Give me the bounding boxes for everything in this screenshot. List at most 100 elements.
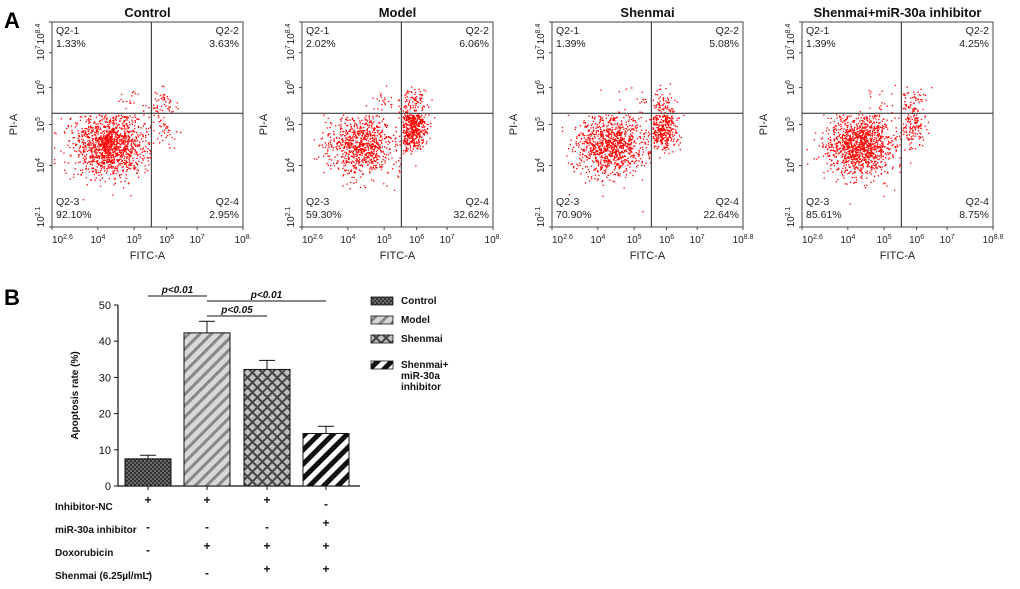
scatter-point: [598, 145, 600, 147]
scatter-point: [413, 141, 416, 143]
scatter-point: [410, 126, 412, 128]
scatter-point: [680, 137, 682, 139]
scatter-point: [606, 149, 609, 151]
scatter-point: [138, 160, 140, 163]
scatter-point: [380, 139, 382, 142]
scatter-point: [601, 135, 603, 137]
scatter-point: [119, 134, 121, 136]
scatter-point: [669, 111, 671, 113]
scatter-point: [664, 107, 666, 109]
scatter-point: [354, 145, 356, 147]
scatter-point: [375, 164, 377, 166]
scatter-point: [846, 160, 848, 163]
scatter-point: [612, 118, 614, 120]
scatter-point: [586, 145, 588, 147]
scatter-point: [113, 128, 115, 130]
scatter-point: [72, 143, 74, 145]
scatter-point: [127, 166, 129, 168]
scatter-point: [844, 170, 846, 172]
scatter-point: [403, 150, 405, 152]
scatter-point: [659, 104, 661, 107]
scatter-point: [826, 152, 828, 155]
scatter-point: [370, 134, 372, 137]
scatter-point: [875, 151, 878, 153]
y-tick-label: 108.4: [285, 23, 297, 44]
scatter-point: [342, 156, 344, 158]
scatter-point: [587, 169, 590, 171]
scatter-point: [419, 93, 421, 96]
y-tick-label: 102.1: [535, 206, 547, 227]
scatter-point: [391, 103, 393, 106]
scatter-point: [631, 132, 634, 134]
scatter-point: [855, 158, 858, 160]
scatter-point: [624, 108, 626, 111]
scatter-point: [110, 120, 112, 123]
scatter-point: [609, 159, 611, 161]
scatter-point: [347, 169, 349, 172]
scatter-point: [367, 146, 369, 148]
scatter-point: [850, 161, 852, 163]
scatter-point: [334, 156, 336, 158]
scatter-point: [114, 182, 116, 184]
scatter-point: [671, 116, 673, 118]
scatter-point: [860, 139, 863, 142]
scatter-point: [90, 118, 92, 120]
scatter-point: [586, 135, 588, 137]
scatter-point: [103, 138, 105, 140]
scatter-point: [606, 131, 608, 133]
scatter-point: [589, 157, 591, 159]
scatter-point: [355, 142, 357, 144]
scatter-point: [134, 151, 136, 153]
scatter-point: [82, 143, 85, 146]
scatter-point: [592, 144, 594, 146]
scatter-point: [824, 153, 826, 155]
scatter-point: [81, 169, 84, 171]
scatter-point: [409, 133, 411, 135]
scatter-point: [127, 132, 130, 134]
scatter-point: [67, 162, 70, 164]
scatter-point: [352, 130, 355, 132]
scatter-point: [409, 105, 412, 107]
scatter-point: [669, 137, 671, 139]
scatter-point: [89, 121, 91, 123]
scatter-point: [422, 139, 424, 141]
scatter-point: [381, 104, 383, 106]
scatter-point: [102, 161, 104, 163]
scatter-point: [406, 143, 408, 146]
scatter-point: [413, 139, 415, 141]
scatter-point: [613, 144, 615, 146]
scatter-point: [417, 115, 419, 117]
scatter-point: [88, 171, 91, 173]
scatter-point: [407, 128, 409, 130]
scatter-point: [619, 129, 621, 131]
scatter-point: [611, 155, 613, 158]
scatter-point: [591, 123, 593, 125]
scatter-point: [79, 119, 81, 121]
scatter-point: [349, 188, 351, 190]
scatter-point: [118, 120, 121, 122]
scatter-point: [329, 133, 331, 135]
scatter-point: [831, 159, 833, 161]
scatter-point: [99, 120, 101, 123]
scatter-point: [90, 131, 93, 133]
scatter-point: [586, 141, 588, 143]
scatter-point: [96, 152, 98, 154]
scatter-point: [416, 148, 419, 150]
scatter-point: [874, 137, 876, 139]
scatter-point: [654, 93, 657, 96]
scatter-point: [828, 144, 830, 146]
scatter-point: [846, 148, 848, 150]
scatter-point: [421, 119, 423, 122]
scatter-point: [611, 171, 614, 173]
scatter-point: [96, 155, 98, 157]
scatter-point: [628, 138, 630, 141]
scatter-point: [616, 124, 618, 126]
scatter-point: [627, 129, 629, 132]
scatter-point: [372, 137, 374, 140]
scatter-point: [104, 150, 106, 152]
scatter-point: [578, 134, 581, 137]
scatter-point: [426, 131, 428, 133]
scatter-point: [92, 138, 94, 140]
scatter-point: [647, 154, 650, 156]
scatter-point: [176, 102, 178, 104]
